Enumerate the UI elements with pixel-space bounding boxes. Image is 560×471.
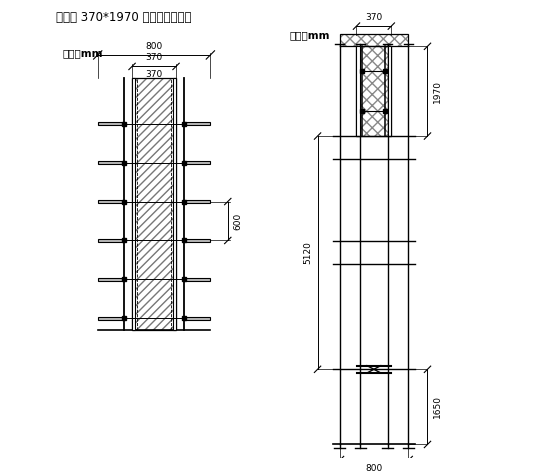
Text: 800: 800 <box>365 464 382 471</box>
Bar <box>339 34 408 46</box>
Bar <box>184 122 211 125</box>
Text: 600: 600 <box>234 212 242 230</box>
Text: 1970: 1970 <box>433 80 442 103</box>
Bar <box>339 34 408 46</box>
Bar <box>97 161 124 164</box>
Bar <box>97 122 124 125</box>
Bar <box>357 46 391 136</box>
Bar <box>388 46 391 136</box>
Bar <box>97 278 124 281</box>
Bar <box>184 239 211 242</box>
Text: 370: 370 <box>146 70 162 79</box>
Bar <box>132 78 136 330</box>
Text: 370: 370 <box>146 53 162 62</box>
Text: 800: 800 <box>146 42 162 51</box>
Bar <box>97 200 124 203</box>
Bar <box>132 78 176 330</box>
Bar <box>173 78 176 330</box>
Text: 370: 370 <box>365 13 382 22</box>
Bar <box>357 46 391 136</box>
Text: 单位：mm: 单位：mm <box>62 48 103 58</box>
Bar <box>184 278 211 281</box>
Bar <box>184 161 211 164</box>
Text: 5120: 5120 <box>303 241 312 264</box>
Bar <box>97 317 124 320</box>
Bar <box>132 78 176 330</box>
Bar <box>184 200 211 203</box>
Text: 框架梁 370*1970 模板支架计算书: 框架梁 370*1970 模板支架计算书 <box>55 11 191 24</box>
Bar <box>184 317 211 320</box>
Text: 单位：mm: 单位：mm <box>289 30 330 40</box>
Bar <box>357 46 360 136</box>
Bar <box>97 239 124 242</box>
Text: 1650: 1650 <box>433 395 442 418</box>
